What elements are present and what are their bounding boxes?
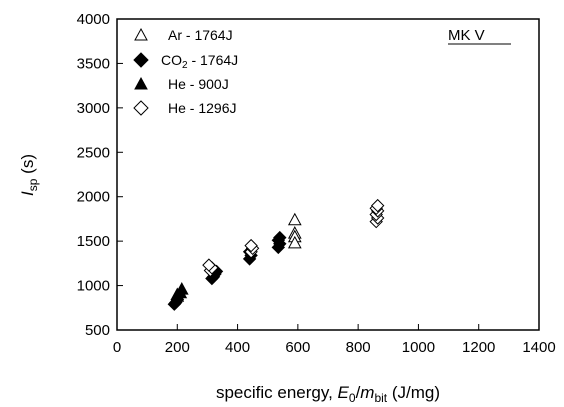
y-tick-label: 2500 [77,144,110,161]
x-tick-label: 1400 [522,339,555,356]
data-point-diamond-open [370,198,385,213]
y-axis-label: Isp (s) [18,154,40,196]
data-point-triangle-open [287,212,302,226]
chart-tag: MK V [448,27,485,44]
x-tick-label: 1200 [462,339,495,356]
data-point-triangle-open [287,235,302,249]
data-points [167,198,385,311]
legend-label-he-900: He - 900J [168,76,229,92]
legend: Ar - 1764J CO2 - 1764J He - 900J He - 12… [133,27,238,116]
data-point-diamond-open [244,238,258,253]
data-point-diamond-open [202,258,216,272]
y-tick-label: 3500 [77,55,110,72]
legend-marker-co2 [133,52,149,68]
y-tick-label: 1500 [77,233,110,250]
x-tick-label: 800 [346,339,371,356]
y-tick-label: 1000 [77,278,110,295]
y-tick-label: 500 [85,322,110,339]
data-point-diamond-filled [273,230,287,245]
y-tick-label: 2000 [77,189,110,206]
y-axis-ticks: 500 1000 1500 2000 2500 3000 3500 4000 [77,11,123,339]
x-tick-label: 1000 [402,339,435,356]
legend-label-ar: Ar - 1764J [168,27,233,43]
x-tick-label: 0 [113,339,121,356]
legend-marker-he-1296 [133,100,149,116]
legend-marker-ar [134,27,148,41]
x-axis-ticks: 0 200 400 600 800 1000 1200 1400 [113,324,556,356]
x-tick-label: 400 [225,339,250,356]
y-tick-label: 4000 [77,11,110,28]
x-tick-label: 600 [285,339,310,356]
x-axis-label: specific energy, E0/mbit (J/mg) [216,383,440,405]
plot-frame [116,18,540,331]
legend-label-he-1296: He - 1296J [168,100,237,116]
legend-label-co2: CO2 - 1764J [161,52,238,71]
legend-marker-he-900 [134,76,148,90]
x-tick-label: 200 [165,339,190,356]
y-tick-label: 3000 [77,100,110,117]
data-point-triangle-filled [170,287,185,300]
